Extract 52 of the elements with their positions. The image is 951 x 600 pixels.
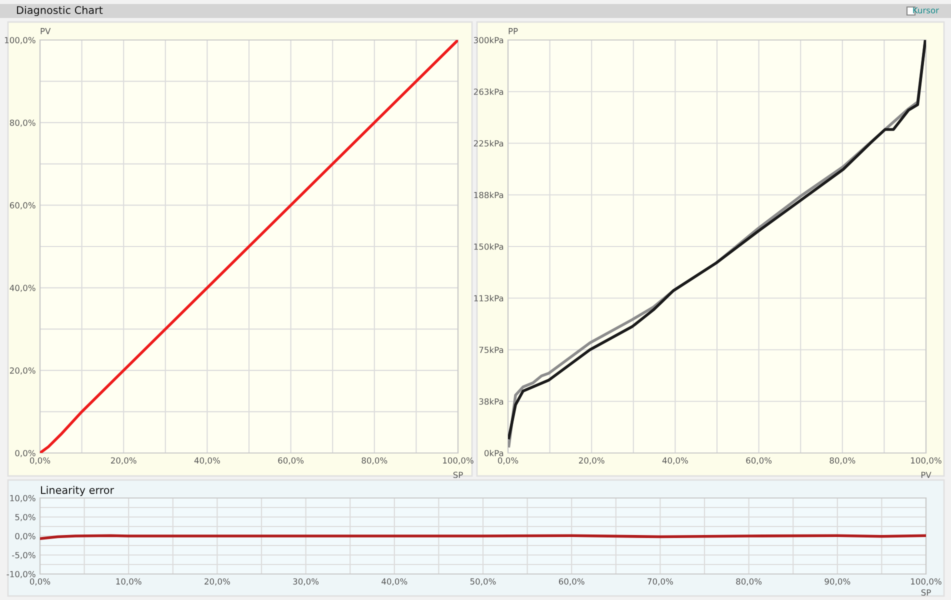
y-tick-label: 5,0% <box>15 514 36 522</box>
y-axis-title: PV <box>40 28 51 34</box>
x-tick-label: 60,0% <box>558 578 584 586</box>
y-tick-label: -5,0% <box>12 552 36 560</box>
y-tick-label: 60,0% <box>10 202 36 210</box>
y-tick-label: 0,0% <box>15 532 36 540</box>
y-tick-label: 20,0% <box>10 367 36 375</box>
y-tick-label: 0,0% <box>15 450 36 458</box>
x-tick-label: 80,0% <box>736 578 762 586</box>
y-tick-label: 40,0% <box>10 284 36 292</box>
x-tick-label: 10,0% <box>116 578 142 586</box>
x-tick-label: 40,0% <box>382 578 408 586</box>
chart-title: Linearity error <box>41 486 114 496</box>
x-tick-label: 20,0% <box>110 457 136 464</box>
y-tick-label: 263kPa <box>474 88 504 95</box>
x-tick-label: 60,0% <box>278 457 304 464</box>
x-tick-label: 70,0% <box>648 578 673 586</box>
y-tick-label: 225kPa <box>474 140 504 147</box>
x-tick-label: 0,0% <box>498 457 518 464</box>
x-axis-title: SP <box>921 589 931 596</box>
y-tick-label: 10,0% <box>10 494 36 502</box>
y-tick-label: 75kPa <box>479 346 504 354</box>
x-axis-title: PV <box>921 472 932 478</box>
y-tick-label: 300kPa <box>474 36 504 44</box>
x-tick-label: 90,0% <box>824 578 850 586</box>
x-tick-label: 40,0% <box>194 457 220 464</box>
y-tick-label: 188kPa <box>474 192 504 198</box>
y-tick-label: 150kPa <box>474 243 504 250</box>
x-tick-label: 20,0% <box>578 457 604 464</box>
x-tick-label: 60,0% <box>746 457 772 464</box>
y-tick-label: 0kPa <box>484 450 504 456</box>
chart-title: Diagnostic Chart <box>17 6 103 16</box>
line-series <box>40 40 458 453</box>
y-tick-label: -10,0% <box>6 570 36 578</box>
y-tick-label: 113kPa <box>474 294 504 302</box>
x-axis-title: SP <box>453 472 463 478</box>
y-tick-label: 38kPa <box>479 398 504 405</box>
text: Kursor <box>913 7 939 14</box>
x-tick-label: 30,0% <box>293 578 319 586</box>
x-tick-label: 80,0% <box>362 457 388 464</box>
x-tick-label: 100,0% <box>911 457 942 464</box>
y-axis-title: PP <box>508 28 518 34</box>
x-tick-label: 40,0% <box>662 457 688 464</box>
x-tick-label: 0,0% <box>30 457 50 464</box>
x-tick-label: 50,0% <box>470 578 496 586</box>
x-tick-label: 100,0% <box>443 457 474 464</box>
y-tick-label: 100,0% <box>4 36 36 44</box>
y-tick-label: 80,0% <box>10 120 36 127</box>
x-tick-label: 100,0% <box>911 578 942 586</box>
x-tick-label: 0,0% <box>30 578 50 586</box>
x-tick-label: 20,0% <box>204 578 230 586</box>
x-tick-label: 80,0% <box>830 457 856 464</box>
